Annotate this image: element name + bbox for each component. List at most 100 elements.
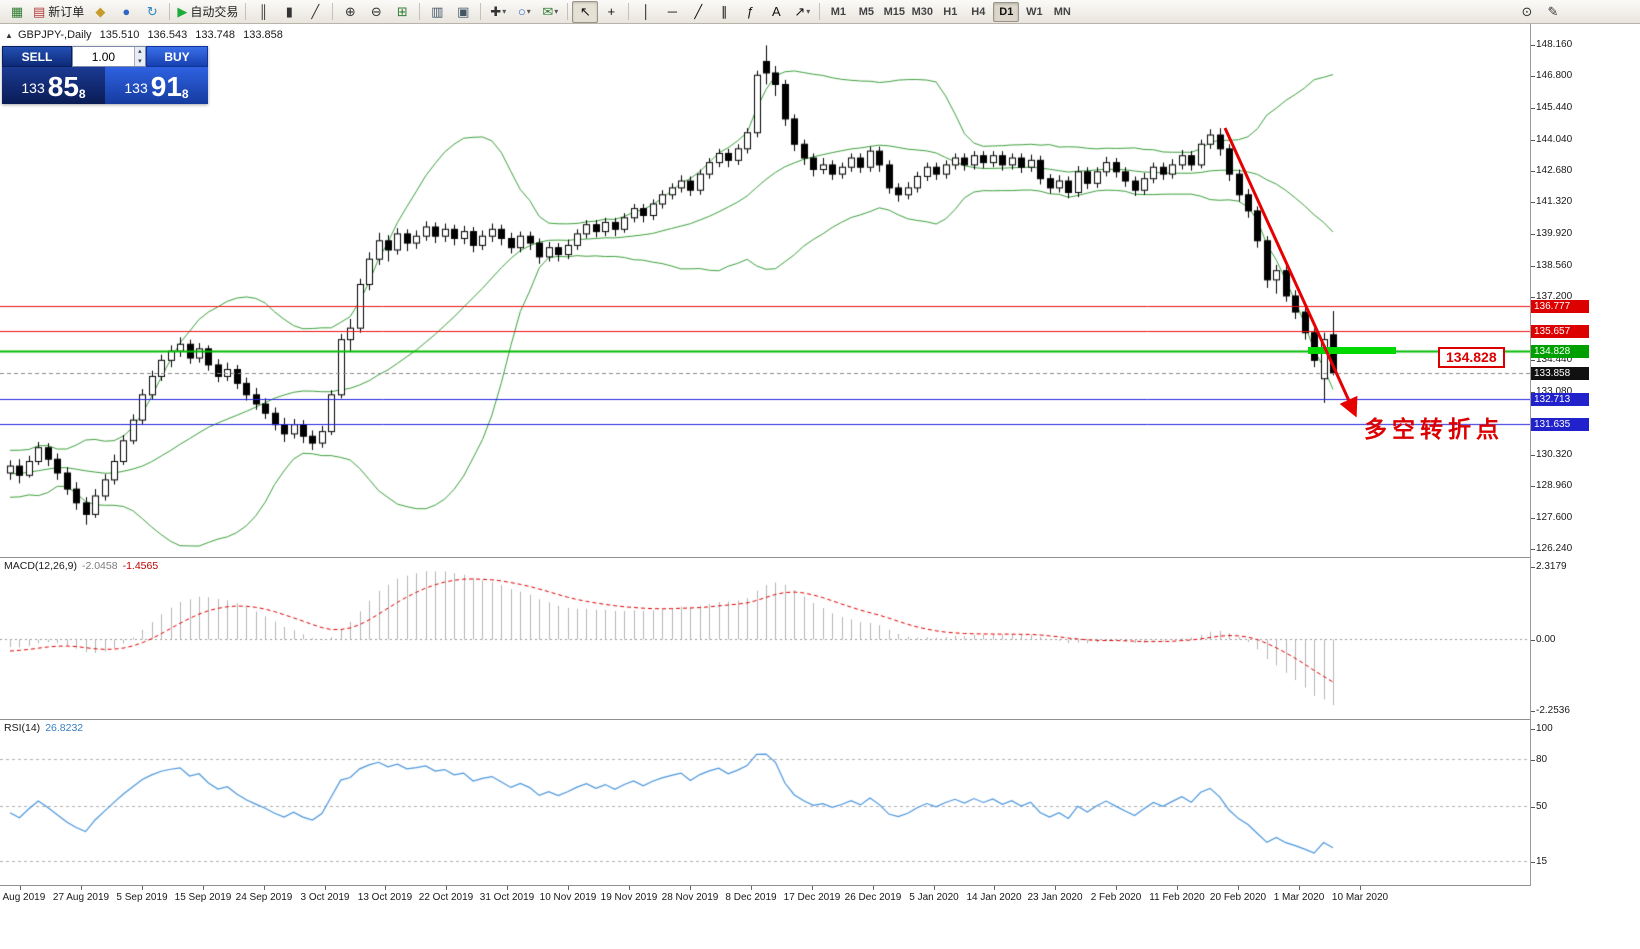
time-axis[interactable]: 3 Aug 2019 27 Aug 2019 5 Sep 2019 15 Sep 20… [0, 886, 1640, 916]
charts-icon[interactable]: ▦ [4, 1, 30, 23]
fibonacci-icon[interactable]: ƒ [737, 1, 763, 23]
ask-price-button[interactable]: 133 91 8 [105, 67, 208, 104]
period-icon: ○ [517, 4, 526, 19]
g-zoom: ⊕ ⊖ ⊞ [337, 1, 415, 23]
price-tick-label: 130.320 [1530, 449, 1573, 461]
crosshair-icon[interactable]: + [598, 1, 624, 23]
rsi-scale-label: 50 [1530, 801, 1548, 812]
price-axis[interactable]: 148.160 146.800 145.440 144.040 142.680 141.3… [1530, 24, 1640, 886]
rsi-title: RSI(14) [4, 722, 41, 734]
date-tick-label: 5 Sep 2019 [116, 892, 168, 903]
zoom-out-icon[interactable]: ⊖ [363, 1, 389, 23]
buy-button[interactable]: BUY [146, 46, 208, 67]
channel-icon[interactable]: ∥ [711, 1, 737, 23]
low-value: 133.748 [195, 29, 236, 41]
price-tick-label: 146.800 [1530, 70, 1573, 82]
date-tick-label: 15 Sep 2019 [174, 892, 232, 903]
indicator-list-icon[interactable]: ✉ ▾ [537, 1, 563, 23]
timeframe-button-m30[interactable]: M30 [911, 5, 934, 18]
price-level-label: 135.657 [1531, 325, 1589, 339]
date-tick-mark [385, 886, 386, 890]
timeframe-button-m15[interactable]: M15 [883, 5, 906, 18]
chevron-down-icon: ▾ [526, 7, 531, 16]
arrange-windows-icon[interactable]: ▥ [424, 1, 450, 23]
symbol-period-label: GBPJPY-,Daily [17, 29, 92, 41]
price-level-label: 132.713 [1531, 393, 1589, 407]
price-tick-label: 128.960 [1530, 480, 1573, 492]
new-window-icon[interactable]: ✚ ▾ [485, 1, 511, 23]
timeframe-button-h4[interactable]: H4 [971, 5, 986, 18]
open-value: 135.510 [99, 29, 140, 41]
date-tick-label: 8 Dec 2019 [725, 892, 777, 903]
toolbar-separator [245, 3, 247, 20]
volume-input[interactable] [73, 47, 134, 66]
timeframe-button-d1[interactable]: D1 [993, 1, 1020, 22]
vline-icon: │ [642, 4, 651, 19]
g-arrange: ▥ ▣ [424, 1, 476, 23]
trendline-icon[interactable]: ╱ [685, 1, 711, 23]
autotrade-button[interactable]: ▶ 自动交易 [174, 1, 241, 23]
text-icon[interactable]: A [763, 1, 789, 23]
timeframe-button-m5[interactable]: M5 [858, 5, 874, 18]
new-order-button[interactable]: ▤ 新订单 [30, 1, 87, 23]
bid-price-button[interactable]: 133 85 8 [2, 67, 105, 104]
edit-icon: ✎ [1547, 3, 1559, 19]
arrows-icon[interactable]: ↗ ▾ [789, 1, 815, 23]
rsi-label: RSI(14) 26.8232 [4, 722, 83, 734]
edit-icon[interactable]: ✎ [1540, 1, 1566, 23]
price-tick-label: 144.040 [1530, 133, 1573, 145]
candlestick-chart-icon[interactable]: ▮ [276, 1, 302, 23]
date-tick-mark [812, 886, 813, 890]
pane-separator[interactable] [0, 557, 1640, 558]
volume-down-button[interactable]: ▾ [134, 56, 145, 66]
autotrade-button: ▶ [177, 3, 188, 19]
date-tick-mark [446, 886, 447, 890]
timeframe-button-w1[interactable]: W1 [1026, 5, 1043, 18]
period-icon[interactable]: ○ ▾ [511, 1, 537, 23]
fibonacci-icon: ƒ [746, 4, 754, 19]
bar-chart-icon[interactable]: ║ [250, 1, 276, 23]
timeframe-button-h1[interactable]: H1 [943, 5, 958, 18]
chart-title-bar: ▲ GBPJPY-,Daily 135.510 136.543 133.748 … [5, 29, 288, 41]
volume-up-button[interactable]: ▴ [134, 47, 145, 57]
timeframe-button-mn[interactable]: MN [1053, 5, 1071, 18]
price-chart-canvas[interactable] [0, 24, 1530, 557]
date-tick-label: 3 Aug 2019 [0, 892, 46, 903]
indicator-list-icon: ✉ [542, 3, 554, 19]
zoom-in-icon[interactable]: ⊕ [337, 1, 363, 23]
g-charttype: ║ ▮ ╱ [250, 1, 328, 23]
sell-button[interactable]: SELL [2, 46, 72, 67]
price-level-label: 133.858 [1531, 366, 1589, 380]
timeframe-button-m1[interactable]: M1 [830, 5, 846, 18]
candlestick-chart-icon: ▮ [285, 3, 293, 19]
zoom-out-icon: ⊖ [370, 3, 382, 19]
turning-point-annotation[interactable]: 多空转折点 [1364, 416, 1504, 442]
rsi-chart-canvas[interactable] [0, 720, 1530, 885]
profile-icon[interactable]: ● [113, 1, 139, 23]
channel-icon: ∥ [721, 3, 728, 19]
community-icon: ↻ [146, 3, 158, 19]
pane-separator[interactable] [0, 719, 1640, 720]
macd-chart-canvas[interactable] [0, 558, 1530, 719]
pane-separator[interactable] [0, 885, 1640, 886]
collapse-icon[interactable]: ▲ [5, 31, 13, 40]
magnifier-icon[interactable]: ⊙ [1514, 1, 1540, 23]
vline-icon[interactable]: │ [633, 1, 659, 23]
cursor-icon[interactable]: ↖ [572, 0, 599, 23]
price-level-label: 136.777 [1531, 299, 1589, 313]
alerts-icon[interactable]: ◆ [87, 1, 113, 23]
macd-signal-value: -1.4565 [122, 560, 159, 572]
hline-icon[interactable]: ─ [659, 1, 685, 23]
date-tick-mark [264, 886, 265, 890]
date-tick-mark [751, 886, 752, 890]
tile-windows-icon[interactable]: ⊞ [389, 1, 415, 23]
arrange-windows-icon: ▥ [431, 3, 444, 19]
toolbar-separator [332, 3, 334, 20]
line-chart-icon[interactable]: ╱ [302, 1, 328, 23]
date-tick-label: 19 Nov 2019 [600, 892, 658, 903]
community-icon[interactable]: ↻ [139, 1, 165, 23]
date-tick-mark [1116, 886, 1117, 890]
auto-arrange-icon[interactable]: ▣ [450, 1, 476, 23]
price-tag[interactable]: 134.828 [1438, 347, 1505, 368]
